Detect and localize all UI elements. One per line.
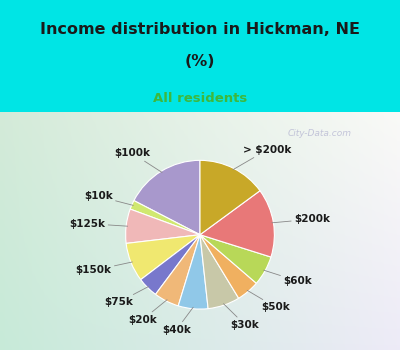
Wedge shape: [200, 191, 274, 257]
Text: $20k: $20k: [128, 300, 167, 325]
Text: $40k: $40k: [162, 307, 193, 335]
Text: Income distribution in Hickman, NE: Income distribution in Hickman, NE: [40, 22, 360, 37]
Text: City-Data.com: City-Data.com: [288, 129, 352, 138]
Text: $60k: $60k: [264, 270, 312, 286]
Wedge shape: [134, 160, 200, 235]
Text: $10k: $10k: [84, 191, 133, 205]
Text: > $200k: > $200k: [233, 145, 291, 170]
Text: $150k: $150k: [76, 262, 132, 275]
Wedge shape: [126, 235, 200, 280]
Text: $30k: $30k: [224, 304, 260, 330]
Text: $100k: $100k: [114, 148, 162, 173]
Wedge shape: [156, 235, 200, 306]
Wedge shape: [126, 209, 200, 243]
Text: $125k: $125k: [70, 219, 128, 229]
Text: (%): (%): [185, 54, 215, 69]
Text: All residents: All residents: [153, 92, 247, 105]
Text: $50k: $50k: [247, 290, 290, 312]
Text: $75k: $75k: [104, 286, 149, 307]
Wedge shape: [200, 160, 260, 235]
Wedge shape: [130, 201, 200, 235]
Wedge shape: [141, 235, 200, 294]
Wedge shape: [200, 235, 271, 283]
Wedge shape: [178, 235, 208, 309]
Wedge shape: [200, 235, 256, 298]
Wedge shape: [200, 235, 239, 309]
Text: $200k: $200k: [272, 214, 330, 224]
